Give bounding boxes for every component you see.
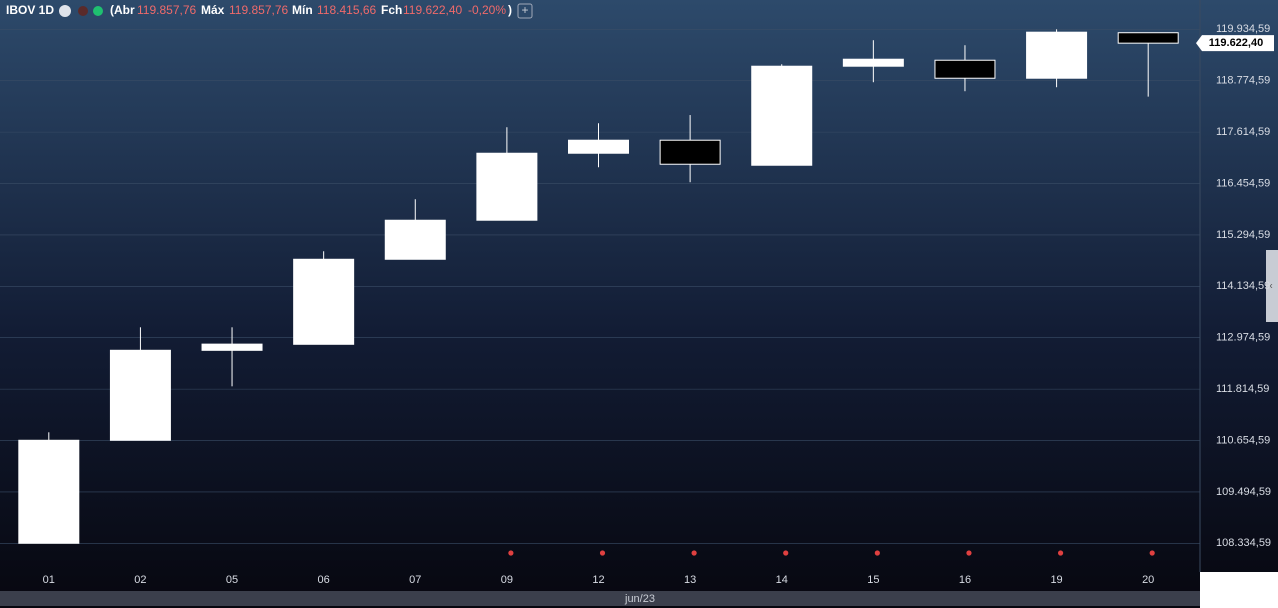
status-icon: [93, 6, 103, 16]
event-marker: [508, 550, 514, 556]
high-value: 119.857,76: [229, 3, 288, 17]
candle-body: [476, 152, 538, 221]
candle-body: [18, 439, 80, 544]
x-tick-label: 02: [134, 574, 146, 586]
low-value: 118.415,66: [317, 3, 376, 17]
add-button-icon[interactable]: +: [521, 3, 528, 17]
y-tick-label: 119.934,59: [1216, 23, 1270, 35]
header: IBOV 1D (Abr 119.857,76 Máx 119.857,76 M…: [6, 3, 533, 19]
x-tick-label: 20: [1142, 574, 1154, 586]
candle-body: [568, 139, 629, 154]
candle-body: [109, 349, 171, 441]
y-tick-label: 116.454,59: [1216, 177, 1270, 189]
last-price-label: 119.622,40: [1209, 37, 1263, 49]
candle-body: [1117, 32, 1179, 44]
x-tick-label: 07: [409, 574, 421, 586]
x-tick-label: 06: [318, 574, 330, 586]
header-end: ): [508, 3, 512, 17]
arrow-icon[interactable]: [78, 6, 88, 16]
y-tick-label: 118.774,59: [1216, 75, 1270, 87]
close-value: 119.622,40: [403, 3, 462, 17]
high-label: Máx: [201, 3, 225, 17]
open-label: (Abr: [110, 3, 135, 17]
y-tick-label: 109.494,59: [1216, 486, 1271, 498]
y-tick-label: 112.974,59: [1216, 332, 1270, 344]
last-price-tag: [1196, 35, 1274, 52]
y-tick-label: 115.294,59: [1216, 229, 1270, 241]
add-button[interactable]: [517, 3, 533, 19]
x-tick-label: 16: [959, 574, 971, 586]
x-tick-label: 12: [592, 574, 604, 586]
low-label: Mín: [292, 3, 313, 17]
candle-body: [384, 219, 446, 260]
event-marker: [1149, 550, 1155, 556]
candle-body: [751, 65, 813, 166]
open-value: 119.857,76: [137, 3, 196, 17]
candle-body: [1026, 31, 1088, 79]
candle-body: [934, 59, 996, 79]
y-tick-label: 110.654,59: [1216, 434, 1270, 446]
change-value: -0,20%: [468, 3, 506, 17]
settings-icon[interactable]: [59, 5, 71, 17]
event-marker: [691, 550, 697, 556]
y-tick-label: 117.614,59: [1216, 126, 1270, 138]
x-tick-label: 01: [43, 574, 55, 586]
event-marker: [966, 550, 972, 556]
x-tick-label: 05: [226, 574, 238, 586]
x-tick-label: 15: [867, 574, 879, 586]
x-tick-label: 13: [684, 574, 696, 586]
event-marker: [599, 550, 606, 556]
x-tick-label: 14: [776, 574, 788, 586]
event-marker: [783, 550, 789, 556]
y-tick-label: 114.134,59: [1216, 280, 1270, 292]
side-tab[interactable]: [1266, 250, 1278, 322]
candle-body: [293, 258, 355, 345]
x-tick-label: 09: [501, 574, 513, 586]
corner: [1200, 572, 1278, 608]
period-bar: [0, 591, 1200, 606]
candle-body: [659, 139, 721, 165]
period-label: jun/23: [624, 593, 655, 605]
event-marker: [1057, 550, 1064, 556]
close-label: Fch: [381, 3, 402, 17]
event-marker: [874, 550, 880, 556]
side-tab-icon[interactable]: ‹: [1269, 281, 1272, 292]
x-tick-label: 19: [1050, 574, 1062, 586]
y-tick-label: 111.814,59: [1216, 383, 1269, 395]
symbol: IBOV 1D: [6, 3, 54, 17]
candle-body: [201, 343, 263, 351]
candle-body: [842, 58, 904, 67]
y-tick-label: 108.334,59: [1216, 537, 1271, 549]
